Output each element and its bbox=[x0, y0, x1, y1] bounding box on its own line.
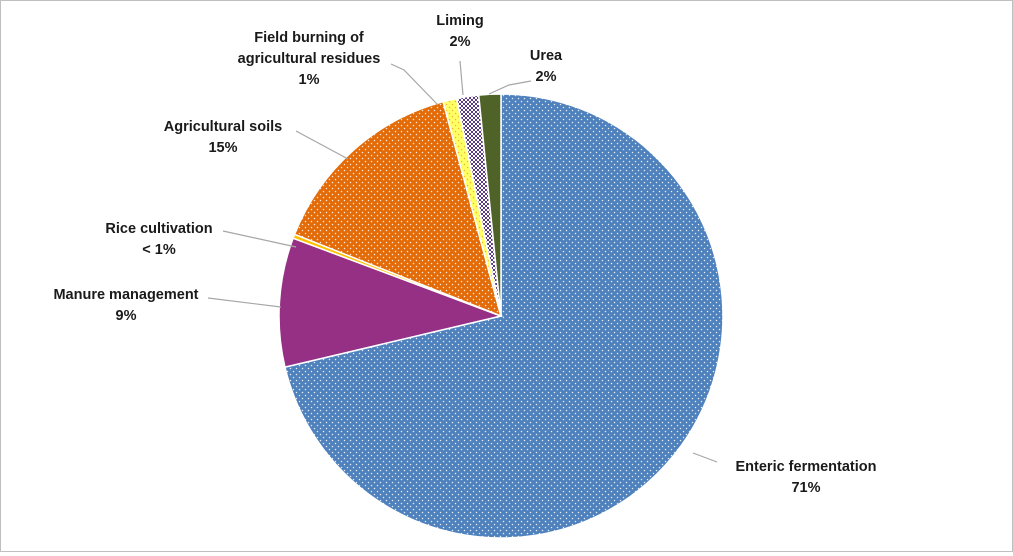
leader-line-liming bbox=[459, 60, 464, 96]
slices-layer bbox=[278, 93, 724, 539]
data-label-agricultural-soils: Agricultural soils 15% bbox=[164, 119, 282, 156]
data-label-percent: 1% bbox=[299, 72, 320, 88]
labels-layer: Enteric fermentation 71% Manure management… bbox=[53, 13, 876, 496]
data-label-field-burning-of-agricultural-residues: Field burning of agricultural residues 1% bbox=[238, 30, 381, 88]
data-label-manure-management: Manure management 9% bbox=[53, 287, 198, 324]
leader-line-urea bbox=[488, 80, 532, 95]
data-label-liming: Liming 2% bbox=[436, 13, 484, 50]
data-label-category: Manure management bbox=[53, 287, 198, 303]
leaders-layer bbox=[207, 60, 718, 463]
data-label-percent: 9% bbox=[116, 308, 137, 324]
data-label-urea: Urea 2% bbox=[530, 48, 563, 85]
data-label-category: Enteric fermentation bbox=[736, 459, 877, 475]
data-label-category: Rice cultivation bbox=[105, 221, 212, 237]
data-label-percent: < 1% bbox=[142, 242, 176, 258]
pie-slice-urea bbox=[477, 93, 502, 317]
data-label-enteric-fermentation: Enteric fermentation 71% bbox=[736, 459, 877, 496]
pie-slice-enteric-fermentation bbox=[284, 93, 724, 539]
data-label-category: Urea bbox=[530, 48, 563, 64]
pie-slice-manure-management bbox=[278, 237, 504, 369]
pie-slice-agricultural-soils bbox=[293, 100, 503, 318]
leader-line-enteric-fermentation bbox=[692, 452, 718, 463]
leader-line-field-burning-of-agricultural-residues bbox=[390, 63, 439, 106]
data-label-category: agricultural residues bbox=[238, 51, 381, 67]
leader-line-rice-cultivation bbox=[222, 230, 297, 248]
data-label-rice-cultivation: Rice cultivation < 1% bbox=[105, 221, 212, 258]
data-label-percent: 71% bbox=[791, 480, 820, 496]
data-label-percent: 2% bbox=[536, 69, 557, 85]
data-label-category: Field burning of bbox=[254, 30, 364, 46]
data-label-category: Liming bbox=[436, 13, 484, 29]
data-label-percent: 15% bbox=[208, 140, 237, 156]
data-label-category: Agricultural soils bbox=[164, 119, 282, 135]
data-label-percent: 2% bbox=[450, 34, 471, 50]
leader-line-agricultural-soils bbox=[295, 130, 349, 160]
leader-line-manure-management bbox=[207, 297, 282, 308]
